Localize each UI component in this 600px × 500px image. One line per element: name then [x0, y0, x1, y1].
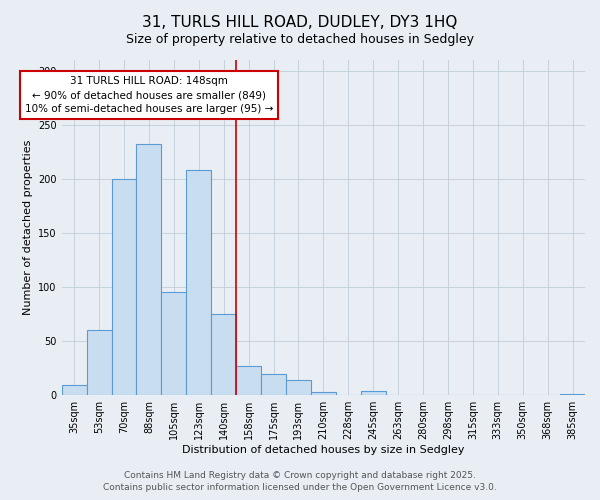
Bar [86, 330, 112, 395]
Bar [560, 394, 585, 395]
Bar [62, 386, 86, 395]
Text: 31 TURLS HILL ROAD: 148sqm
← 90% of detached houses are smaller (849)
10% of sem: 31 TURLS HILL ROAD: 148sqm ← 90% of deta… [25, 76, 273, 114]
Bar [311, 392, 336, 395]
Bar [186, 170, 211, 395]
X-axis label: Distribution of detached houses by size in Sedgley: Distribution of detached houses by size … [182, 445, 464, 455]
Bar [361, 391, 386, 395]
Bar [136, 144, 161, 395]
Bar [161, 292, 186, 395]
Y-axis label: Number of detached properties: Number of detached properties [23, 140, 32, 316]
Text: 31, TURLS HILL ROAD, DUDLEY, DY3 1HQ: 31, TURLS HILL ROAD, DUDLEY, DY3 1HQ [142, 15, 458, 30]
Bar [236, 366, 261, 395]
Text: Contains HM Land Registry data © Crown copyright and database right 2025.
Contai: Contains HM Land Registry data © Crown c… [103, 471, 497, 492]
Bar [286, 380, 311, 395]
Bar [112, 179, 136, 395]
Bar [211, 314, 236, 395]
Bar [261, 374, 286, 395]
Text: Size of property relative to detached houses in Sedgley: Size of property relative to detached ho… [126, 32, 474, 46]
